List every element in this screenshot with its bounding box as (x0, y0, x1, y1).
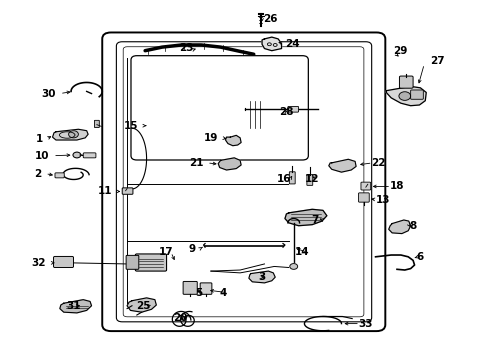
FancyBboxPatch shape (55, 173, 64, 178)
Text: 8: 8 (410, 221, 417, 231)
Polygon shape (225, 135, 241, 146)
Text: 10: 10 (35, 151, 49, 161)
Text: 6: 6 (416, 252, 424, 262)
Text: 7: 7 (312, 215, 319, 225)
FancyBboxPatch shape (359, 193, 369, 202)
FancyBboxPatch shape (53, 256, 74, 267)
Polygon shape (262, 37, 282, 51)
FancyBboxPatch shape (411, 90, 423, 99)
Text: 20: 20 (173, 312, 188, 323)
Text: 22: 22 (371, 158, 385, 168)
FancyBboxPatch shape (126, 255, 139, 269)
Text: 27: 27 (430, 57, 445, 66)
FancyBboxPatch shape (288, 107, 298, 112)
Text: 15: 15 (124, 121, 139, 131)
Text: 9: 9 (188, 244, 196, 253)
Text: 23: 23 (179, 43, 194, 53)
Polygon shape (329, 159, 356, 172)
Text: 33: 33 (358, 319, 372, 329)
Text: 17: 17 (159, 247, 173, 257)
Text: 24: 24 (285, 39, 299, 49)
Text: 28: 28 (279, 107, 294, 117)
Text: 5: 5 (195, 288, 202, 297)
FancyBboxPatch shape (307, 175, 313, 185)
Text: 3: 3 (259, 272, 266, 282)
Polygon shape (218, 158, 241, 170)
FancyBboxPatch shape (122, 188, 133, 194)
Text: 4: 4 (220, 288, 227, 297)
Polygon shape (127, 298, 156, 312)
Polygon shape (389, 220, 411, 234)
Text: 25: 25 (136, 301, 151, 311)
Text: 11: 11 (98, 186, 113, 197)
Text: 32: 32 (32, 258, 46, 268)
Polygon shape (249, 271, 275, 283)
Text: 13: 13 (375, 195, 390, 204)
Text: 19: 19 (204, 133, 218, 143)
Text: 30: 30 (42, 89, 56, 99)
Text: 26: 26 (264, 14, 278, 23)
FancyBboxPatch shape (399, 76, 413, 88)
FancyBboxPatch shape (135, 254, 167, 271)
Circle shape (73, 152, 81, 158)
Polygon shape (285, 209, 327, 226)
FancyBboxPatch shape (361, 182, 371, 190)
Circle shape (69, 131, 78, 138)
Text: 1: 1 (36, 134, 43, 144)
FancyBboxPatch shape (183, 282, 197, 294)
Text: 29: 29 (393, 46, 407, 56)
Text: 21: 21 (189, 158, 203, 168)
Circle shape (290, 264, 297, 269)
FancyBboxPatch shape (200, 283, 212, 294)
Polygon shape (52, 129, 88, 140)
FancyBboxPatch shape (95, 120, 99, 127)
Polygon shape (386, 86, 426, 106)
Text: 31: 31 (66, 301, 81, 311)
Circle shape (399, 92, 411, 100)
Text: 12: 12 (305, 174, 319, 184)
Text: 16: 16 (277, 174, 291, 184)
FancyBboxPatch shape (289, 172, 295, 184)
Text: 14: 14 (295, 247, 310, 257)
Text: 18: 18 (390, 181, 405, 192)
Polygon shape (60, 300, 92, 313)
Text: 2: 2 (34, 168, 41, 179)
FancyBboxPatch shape (83, 153, 96, 158)
